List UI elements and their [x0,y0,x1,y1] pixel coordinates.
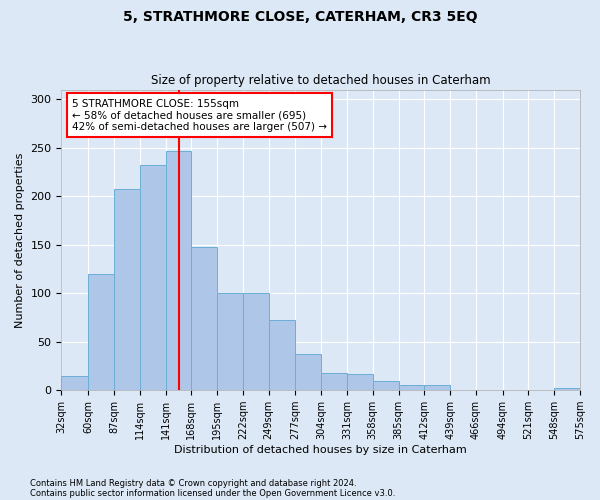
Text: Contains HM Land Registry data © Crown copyright and database right 2024.: Contains HM Land Registry data © Crown c… [30,478,356,488]
Bar [398,386,424,390]
Bar [295,354,321,390]
Bar [191,246,217,390]
Bar [347,374,373,390]
Bar [243,293,269,390]
Bar [373,380,398,390]
Bar [321,373,347,390]
Bar [61,376,88,390]
Y-axis label: Number of detached properties: Number of detached properties [15,152,25,328]
Bar [114,190,140,390]
Bar [554,388,580,390]
Bar [88,274,114,390]
X-axis label: Distribution of detached houses by size in Caterham: Distribution of detached houses by size … [175,445,467,455]
Bar [140,165,166,390]
Text: 5 STRATHMORE CLOSE: 155sqm
← 58% of detached houses are smaller (695)
42% of sem: 5 STRATHMORE CLOSE: 155sqm ← 58% of deta… [72,98,327,132]
Bar [424,386,450,390]
Bar [166,150,191,390]
Text: 5, STRATHMORE CLOSE, CATERHAM, CR3 5EQ: 5, STRATHMORE CLOSE, CATERHAM, CR3 5EQ [122,10,478,24]
Text: Contains public sector information licensed under the Open Government Licence v3: Contains public sector information licen… [30,488,395,498]
Bar [269,320,295,390]
Title: Size of property relative to detached houses in Caterham: Size of property relative to detached ho… [151,74,491,87]
Bar [217,293,243,390]
